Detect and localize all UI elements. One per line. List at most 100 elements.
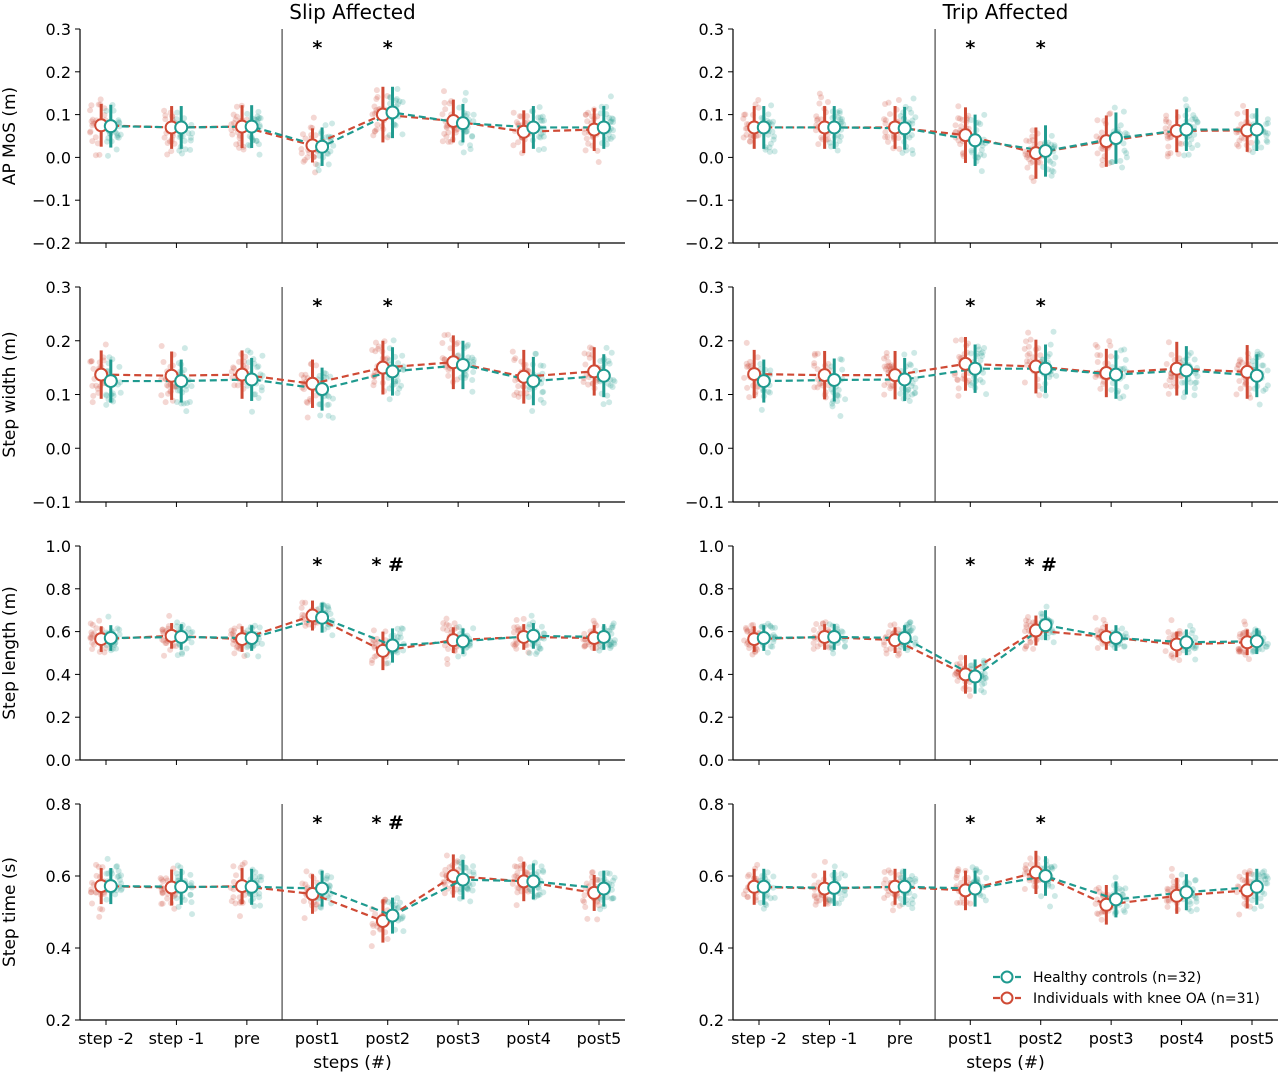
- knee_oa-dot: [1164, 153, 1171, 160]
- controls-dot: [113, 146, 120, 153]
- controls-dot: [1187, 349, 1194, 356]
- knee_oa-dot: [160, 358, 167, 365]
- controls-dot: [842, 892, 849, 899]
- knee_oa-dot: [1029, 158, 1036, 165]
- controls-mean-marker: [897, 879, 912, 894]
- knee_oa-dot: [884, 133, 891, 140]
- knee_oa-dot: [164, 140, 171, 147]
- controls-dot: [766, 148, 773, 155]
- knee_oa-dot: [1024, 352, 1031, 359]
- knee_oa-dot: [161, 107, 168, 114]
- controls-dot: [766, 144, 773, 151]
- controls-dot: [604, 136, 611, 143]
- knee_oa-dot: [445, 138, 452, 145]
- knee_oa-dot: [230, 641, 237, 648]
- knee_oa-dot: [885, 379, 892, 386]
- knee_oa-dot: [581, 892, 588, 899]
- controls-dot: [978, 147, 985, 154]
- knee_oa-dot: [97, 96, 104, 103]
- controls-dot: [325, 161, 332, 168]
- controls-dot: [912, 114, 919, 121]
- controls-dot: [606, 360, 613, 367]
- knee_oa-dot: [164, 382, 171, 389]
- knee_oa-dot: [956, 353, 963, 360]
- controls-dot: [764, 649, 771, 656]
- controls-dot: [906, 398, 913, 405]
- x-axis-label: steps (#): [966, 1053, 1045, 1073]
- controls-dot: [173, 398, 180, 405]
- controls-dot: [1109, 159, 1116, 166]
- controls-dot: [182, 146, 189, 153]
- knee_oa-dot: [1163, 897, 1170, 904]
- controls-mean-marker: [968, 669, 983, 684]
- knee_oa-dot: [445, 331, 452, 338]
- controls-dot: [104, 855, 111, 862]
- controls-dot: [1042, 392, 1049, 399]
- controls-dot: [1120, 393, 1127, 400]
- y-tick-label: 0.1: [699, 386, 724, 405]
- knee_oa-dot: [742, 111, 749, 118]
- knee_oa-dot: [90, 392, 97, 399]
- knee_oa-dot: [158, 900, 165, 907]
- controls-dot: [1260, 362, 1267, 369]
- controls-dot: [540, 868, 547, 875]
- knee_oa-dot: [234, 113, 241, 120]
- knee_oa-dot: [101, 649, 108, 656]
- controls-dot: [115, 119, 122, 126]
- x-tick-label: post3: [1089, 1029, 1134, 1048]
- y-tick-label: −0.1: [32, 493, 71, 512]
- knee_oa-dot: [511, 642, 518, 649]
- knee_oa-dot: [162, 116, 169, 123]
- knee_oa-dot: [87, 107, 94, 114]
- knee_oa-dot: [163, 875, 170, 882]
- controls-dot: [1260, 387, 1267, 394]
- knee_oa-dot: [87, 635, 94, 642]
- legend-entry: Healthy controls (n=32): [1033, 970, 1201, 986]
- controls-dot: [103, 107, 110, 114]
- controls-dot: [829, 400, 836, 407]
- significance-marker: *: [312, 554, 322, 576]
- y-tick-label: 0.8: [699, 580, 724, 599]
- controls-dot: [836, 110, 843, 117]
- controls-mean-marker: [315, 382, 330, 397]
- knee_oa-dot: [956, 115, 963, 122]
- knee_oa-dot: [524, 113, 531, 120]
- knee_oa-dot: [881, 382, 888, 389]
- knee_oa-dot: [747, 133, 754, 140]
- knee_oa-dot: [510, 109, 517, 116]
- controls-dot: [103, 391, 110, 398]
- knee_oa-dot: [162, 640, 169, 647]
- controls-dot: [467, 142, 474, 149]
- x-tick-label: post5: [1230, 1029, 1275, 1048]
- controls-dot: [315, 167, 322, 174]
- knee_oa-dot: [582, 903, 589, 910]
- controls-mean-marker: [1108, 631, 1123, 646]
- controls-dot: [758, 406, 765, 413]
- controls-dot: [103, 896, 110, 903]
- controls-dot: [181, 345, 188, 352]
- controls-mean-marker: [596, 120, 611, 135]
- knee_oa-dot: [228, 898, 235, 905]
- controls-dot: [1191, 392, 1198, 399]
- knee_oa-dot: [1239, 876, 1246, 883]
- controls-dot: [255, 108, 262, 115]
- controls-dot: [909, 150, 916, 157]
- knee_oa-dot: [159, 628, 166, 635]
- controls-dot: [254, 364, 261, 371]
- knee_oa-dot: [90, 365, 97, 372]
- knee_oa-dot: [371, 369, 378, 376]
- knee_oa-dot: [441, 356, 448, 363]
- knee_oa-dot: [1098, 129, 1105, 136]
- knee_oa-dot: [439, 138, 446, 145]
- controls-dot: [1191, 131, 1198, 138]
- knee_oa-dot: [300, 158, 307, 165]
- x-tick-label: post1: [295, 1029, 340, 1048]
- knee_oa-dot: [586, 354, 593, 361]
- knee_oa-mean-marker: [747, 367, 762, 382]
- knee_oa-dot: [813, 113, 820, 120]
- controls-mean-marker: [827, 880, 842, 895]
- controls-mean-marker: [1179, 363, 1194, 378]
- knee_oa-dot: [298, 146, 305, 153]
- controls-dot: [470, 111, 477, 118]
- controls-dot: [606, 114, 613, 121]
